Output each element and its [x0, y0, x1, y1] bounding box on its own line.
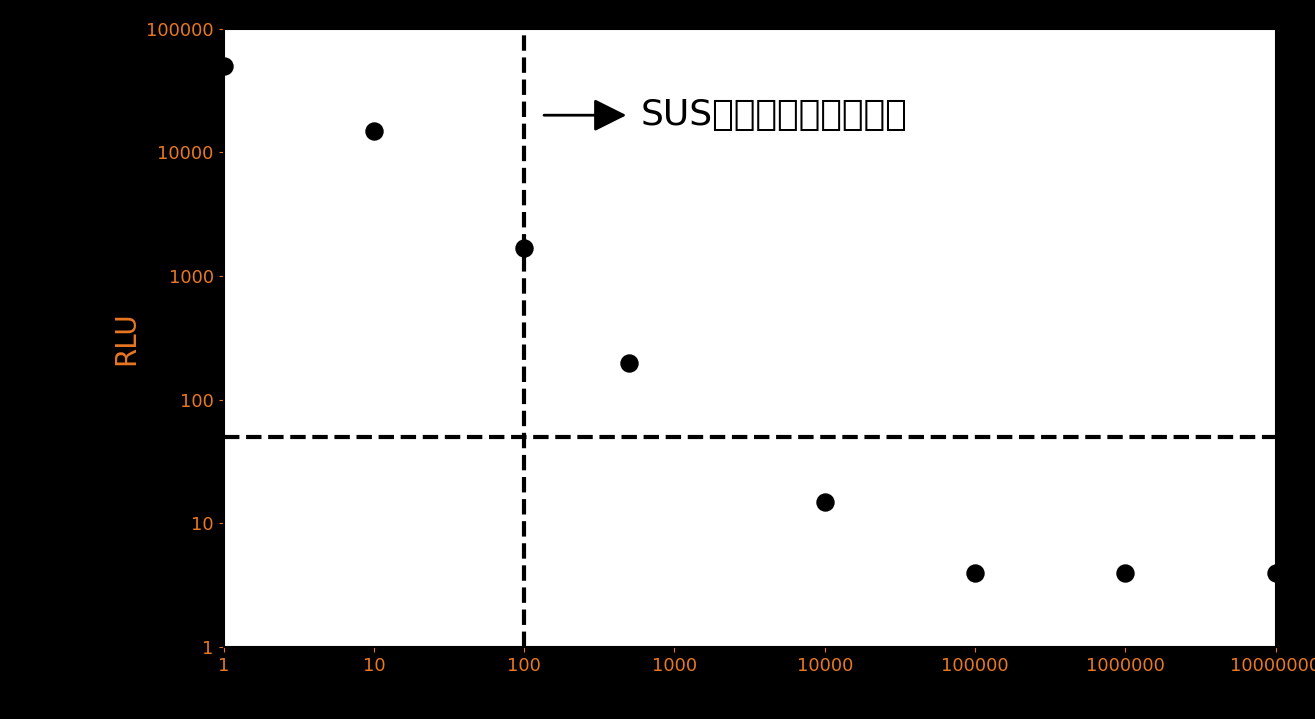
Y-axis label: RLU: RLU [113, 311, 141, 365]
Point [514, 242, 535, 253]
Point [618, 357, 639, 368]
Point [814, 496, 835, 508]
X-axis label: 希釈倍率: 希釈倍率 [717, 680, 782, 708]
Point [1265, 567, 1286, 578]
Point [1115, 567, 1136, 578]
Text: SUS配管内での目視困難: SUS配管内での目視困難 [642, 99, 907, 132]
Point [213, 60, 234, 72]
Point [363, 125, 384, 137]
Point [964, 567, 985, 578]
